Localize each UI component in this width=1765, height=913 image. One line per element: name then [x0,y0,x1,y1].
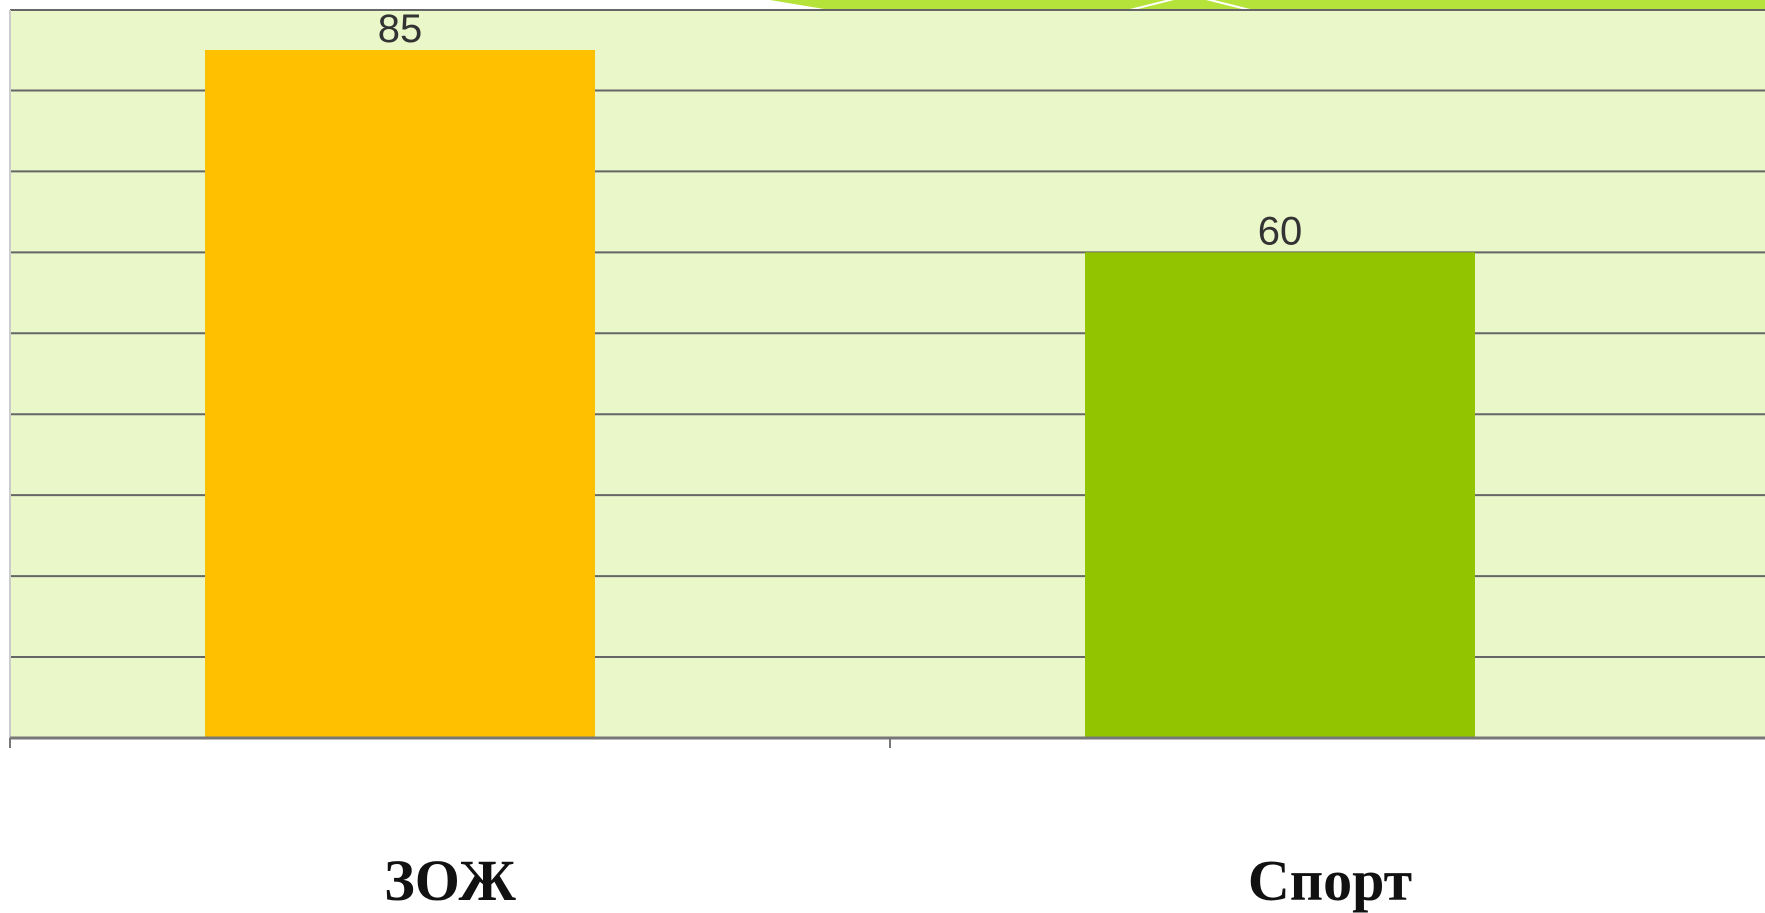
category-labels: ЗОЖ Спорт [384,848,1412,913]
bars [205,50,1475,738]
value-label: 85 [378,7,423,51]
top-accent-shape [770,0,1765,11]
value-label: 60 [1258,209,1303,253]
value-labels: 85 60 [378,7,1303,253]
bar-sport [1085,252,1475,738]
category-label: Спорт [1248,848,1412,913]
top-accent-band [770,0,1765,10]
top-accent-highlight [1129,0,1251,11]
x-axis [9,736,1765,748]
bar-zozh [205,50,595,738]
category-label: ЗОЖ [384,848,516,913]
